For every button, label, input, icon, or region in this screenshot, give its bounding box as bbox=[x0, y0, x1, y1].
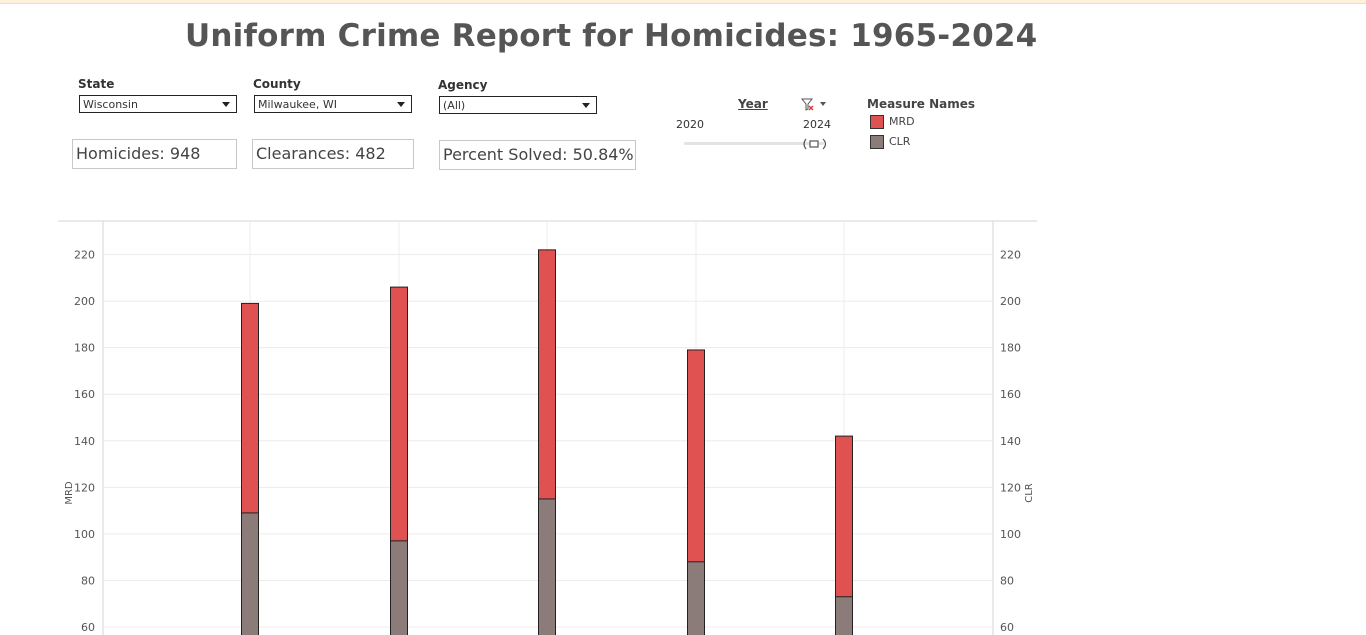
clearances-kpi: Clearances: 482 bbox=[252, 139, 414, 169]
bar-clr-2020 bbox=[241, 512, 259, 635]
state-dropdown[interactable]: Wisconsin bbox=[79, 95, 237, 113]
page-title: Uniform Crime Report for Homicides: 1965… bbox=[185, 18, 1038, 54]
legend-label: MRD bbox=[889, 115, 915, 128]
year-range-min: 2020 bbox=[676, 118, 704, 131]
chevron-down-icon bbox=[222, 102, 230, 107]
y-tick-label: 120 bbox=[74, 481, 95, 494]
legend-swatch bbox=[870, 115, 884, 129]
y2-tick-label: 220 bbox=[1000, 249, 1021, 262]
y2-tick-label: 140 bbox=[1000, 435, 1021, 448]
y2-tick-label: 180 bbox=[1000, 342, 1021, 355]
y2-tick-label: 80 bbox=[1000, 574, 1014, 587]
county-filter-label: County bbox=[253, 77, 301, 91]
y2-tick-label: 160 bbox=[1000, 388, 1021, 401]
legend-title: Measure Names bbox=[867, 97, 976, 111]
y-tick-label: 220 bbox=[74, 249, 95, 262]
bar-clr-2023 bbox=[687, 561, 705, 635]
y2-tick-label: 200 bbox=[1000, 295, 1021, 308]
year-slider-handle[interactable] bbox=[801, 138, 829, 150]
y-tick-label: 180 bbox=[74, 342, 95, 355]
bar-mrd-2024 bbox=[835, 435, 853, 635]
bar-clr-2021 bbox=[390, 540, 408, 635]
y2-tick-label: 60 bbox=[1000, 621, 1014, 634]
bar-clr-2022 bbox=[538, 498, 556, 635]
year-range-max: 2024 bbox=[803, 118, 831, 131]
y-tick-label: 80 bbox=[81, 574, 95, 587]
y-axis-title: MRD bbox=[64, 481, 75, 505]
county-dropdown-value: Milwaukee, WI bbox=[258, 98, 337, 111]
y-tick-label: 100 bbox=[74, 528, 95, 541]
top-border bbox=[0, 0, 1366, 4]
legend-swatch bbox=[870, 135, 884, 149]
y2-axis-title: CLR bbox=[1024, 483, 1035, 503]
chevron-down-icon bbox=[397, 102, 405, 107]
y-tick-label: 140 bbox=[74, 435, 95, 448]
chevron-down-icon bbox=[582, 103, 590, 108]
percent-solved-kpi: Percent Solved: 50.84% bbox=[439, 140, 636, 170]
y2-tick-label: 120 bbox=[1000, 481, 1021, 494]
y2-tick-label: 100 bbox=[1000, 528, 1021, 541]
year-filter-title: Year bbox=[738, 97, 768, 111]
y-tick-label: 160 bbox=[74, 388, 95, 401]
homicides-kpi: Homicides: 948 bbox=[72, 139, 237, 169]
county-dropdown[interactable]: Milwaukee, WI bbox=[254, 95, 412, 113]
agency-filter-label: Agency bbox=[438, 78, 488, 92]
y-tick-label: 200 bbox=[74, 295, 95, 308]
agency-dropdown[interactable]: (All) bbox=[439, 96, 597, 114]
state-dropdown-value: Wisconsin bbox=[83, 98, 138, 111]
agency-dropdown-value: (All) bbox=[443, 99, 466, 112]
state-filter-label: State bbox=[78, 77, 115, 91]
bar-clr-2024 bbox=[835, 596, 853, 635]
y-tick-label: 60 bbox=[81, 621, 95, 634]
legend-label: CLR bbox=[889, 135, 911, 148]
filter-menu-icon[interactable] bbox=[801, 98, 827, 112]
year-slider-track[interactable] bbox=[684, 142, 824, 145]
